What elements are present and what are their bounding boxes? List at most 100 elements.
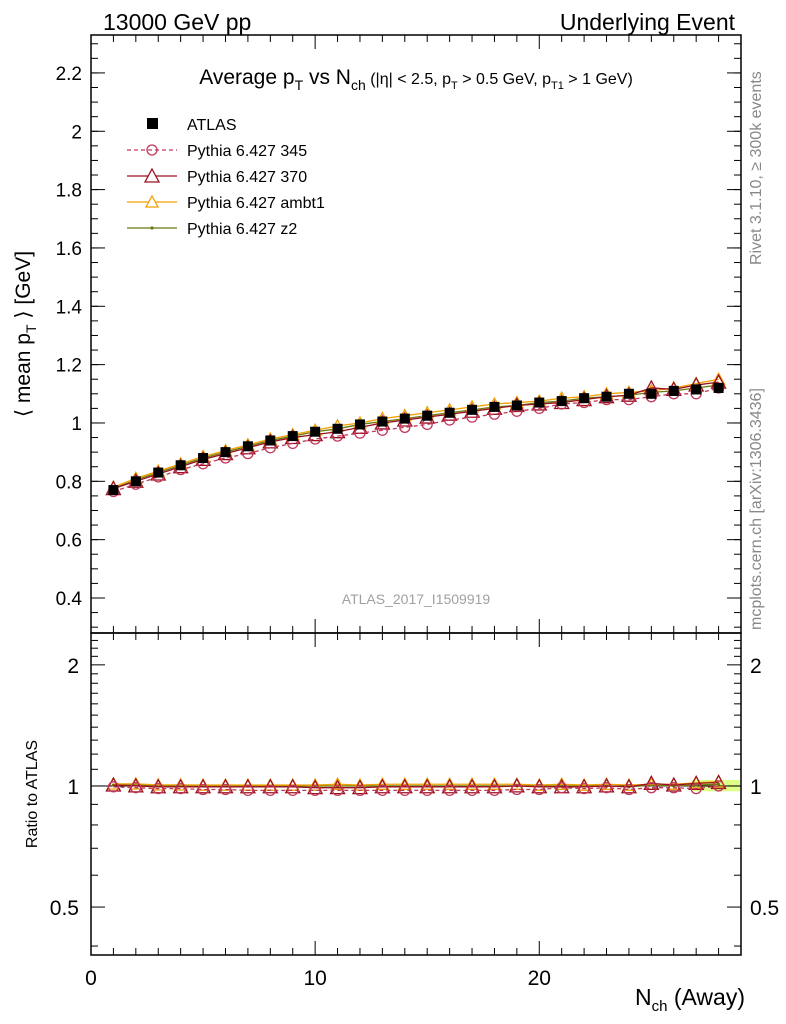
legend: ATLAS Pythia 6.427 345 Pythia 6.427 370 …	[127, 117, 325, 238]
ratio-line-p345	[113, 785, 719, 792]
series-line-ambt1	[113, 378, 719, 488]
ratio-point-p345	[578, 782, 590, 795]
x-tick-label: 0	[85, 967, 97, 990]
header-right: Underlying Event	[560, 9, 736, 35]
y-tick-label: 0.4	[56, 589, 83, 610]
data-point-atlas	[713, 382, 724, 393]
data-point-atlas	[108, 485, 119, 496]
y-tick-label: 0.8	[56, 472, 82, 493]
ratio-point-p345	[443, 784, 456, 797]
ratio-point-p345	[645, 782, 657, 794]
ratio-point-z2	[716, 782, 721, 786]
ratio-point-p345	[399, 784, 411, 797]
ratio-y-axis-label: Ratio to ATLAS	[24, 740, 41, 848]
legend-marker-z2	[150, 226, 154, 230]
legend-entry-z2: Pythia 6.427 z2	[127, 221, 297, 238]
ratio-y-tick-label: 1	[67, 776, 79, 799]
ratio-point-p345	[175, 782, 187, 795]
x-tick-label: 20	[528, 967, 551, 990]
ratio-point-p345	[287, 784, 299, 797]
ratio-y-ticks: 0.5 0.5 1 1 2 2	[50, 639, 779, 947]
legend-marker-370	[143, 167, 161, 183]
ratio-point-ambt1	[397, 776, 412, 790]
ratio-series	[105, 774, 727, 797]
y-axis-label: ⟨ mean pT ⟩ [GeV]	[12, 251, 39, 417]
legend-label-370: Pythia 6.427 370	[187, 169, 307, 186]
ratio-y-tick-label: 2	[67, 655, 79, 678]
y-tick-label: 0.6	[56, 531, 82, 552]
ratio-point-p370	[172, 778, 189, 794]
data-point-atlas	[130, 476, 141, 487]
ratio-point-p345	[466, 784, 478, 797]
ratio-point-p345	[197, 783, 209, 796]
ratio-point-p370	[688, 774, 705, 790]
ratio-point-p345	[331, 784, 344, 797]
data-point-atlas	[175, 460, 186, 471]
main-x-ticks	[90, 35, 742, 633]
ratio-y-tick-label-right: 0.5	[750, 897, 779, 920]
legend-marker-345	[146, 144, 158, 156]
y-tick-label: 1.8	[56, 181, 82, 202]
data-point-atlas	[287, 431, 298, 442]
ratio-point-p345	[533, 783, 545, 796]
legend-marker-ambt1	[144, 194, 160, 208]
main-y-ticks: 0.4 0.6 0.8 1 1.2 1.4 1.6 1.8 2 2.2	[56, 43, 741, 628]
y-tick-label: 1.4	[56, 297, 83, 318]
ratio-point-p370	[643, 774, 660, 790]
ratio-panel: 0.5 0.5 1 1 2 2 0 10 20 Ratio to ATLAS Nch (Awa…	[24, 632, 779, 1015]
data-point-atlas	[310, 426, 321, 437]
ratio-point-ambt1	[308, 777, 323, 791]
ratio-point-p370	[127, 777, 144, 793]
ratio-point-ambt1	[420, 776, 435, 790]
data-point-atlas	[646, 388, 657, 399]
data-point-atlas	[399, 413, 410, 424]
y-tick-label: 1.2	[56, 356, 82, 377]
legend-label-atlas: ATLAS	[187, 117, 237, 134]
legend-label-ambt1: Pythia 6.427 ambt1	[187, 195, 325, 212]
legend-label-z2: Pythia 6.427 z2	[187, 221, 297, 238]
ratio-x-ticks: 0 10 20	[85, 633, 742, 990]
main-series	[105, 371, 727, 498]
ratio-point-p345	[152, 782, 164, 795]
y-tick-label: 1.6	[56, 239, 82, 260]
ratio-y-tick-label: 0.5	[50, 897, 79, 920]
ratio-point-ambt1	[375, 776, 390, 790]
ratio-point-p345	[219, 783, 232, 796]
data-point-atlas	[242, 441, 253, 452]
legend-entry-345: Pythia 6.427 345	[127, 143, 307, 160]
data-point-atlas	[422, 410, 433, 421]
data-point-atlas	[601, 391, 612, 402]
ratio-point-ambt1	[330, 776, 345, 790]
legend-entry-370: Pythia 6.427 370	[127, 167, 307, 186]
ratio-point-ambt1	[487, 776, 502, 790]
ratio-point-p345	[421, 784, 433, 797]
ratio-y-tick-label-right: 2	[750, 655, 762, 678]
ratio-point-p370	[576, 778, 593, 794]
ratio-point-p345	[623, 783, 635, 796]
data-point-atlas	[623, 388, 634, 399]
series-line-p345	[113, 387, 719, 493]
side-label-rivet: Rivet 3.1.10, ≥ 300k events	[748, 71, 765, 265]
side-label-mcplots: mcplots.cern.ch [arXiv:1306.3436]	[748, 388, 765, 630]
watermark: ATLAS_2017_I1509919	[342, 591, 491, 607]
x-tick-label: 10	[303, 967, 326, 990]
ratio-point-p345	[354, 784, 366, 797]
ratio-point-p370	[598, 777, 615, 793]
ratio-line-p370	[113, 781, 719, 789]
legend-entry-ambt1: Pythia 6.427 ambt1	[127, 194, 325, 212]
header-left: 13000 GeV pp	[103, 9, 251, 35]
ratio-point-p345	[712, 780, 725, 792]
data-point-atlas	[153, 467, 164, 478]
legend-entry-atlas: ATLAS	[147, 117, 237, 134]
data-point-atlas	[354, 419, 365, 430]
ratio-point-p345	[242, 784, 254, 797]
data-point-atlas	[556, 396, 567, 407]
ratio-point-p345	[488, 784, 501, 797]
ratio-point-p345	[309, 784, 321, 797]
data-point-atlas	[332, 423, 343, 434]
data-point-atlas	[467, 404, 478, 415]
ratio-point-p345	[668, 782, 680, 794]
ratio-point-p345	[107, 781, 120, 793]
ratio-point-p345	[511, 783, 523, 796]
main-panel: 0.4 0.6 0.8 1 1.2 1.4 1.6 1.8 2 2.2 ATLAS_2017_I1…	[12, 34, 742, 634]
